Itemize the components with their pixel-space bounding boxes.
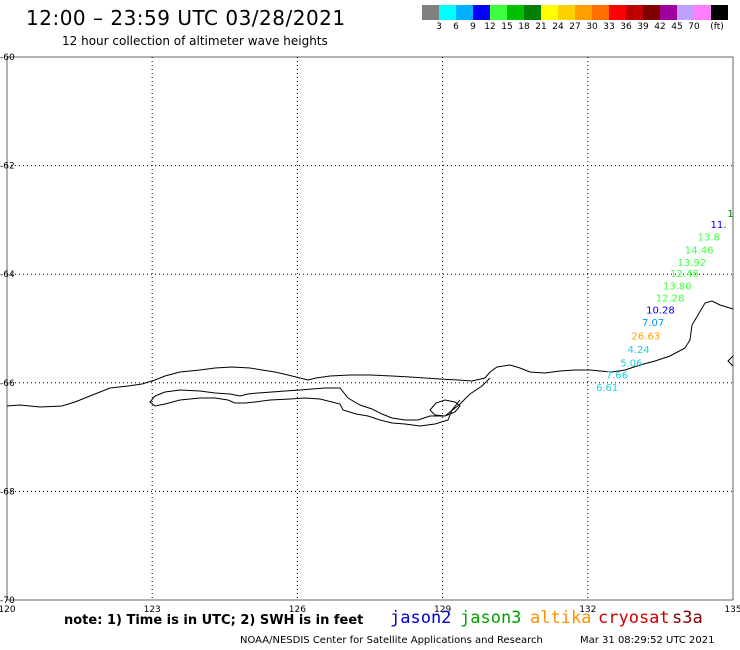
wave-height-label: 26.63 bbox=[632, 331, 661, 342]
map-frame bbox=[6, 56, 734, 601]
lon-tick-label: 126 bbox=[289, 605, 306, 615]
lat-tick-label: -64 bbox=[0, 270, 15, 280]
colorbar-swatch bbox=[592, 5, 609, 20]
lat-tick-label: -62 bbox=[0, 162, 15, 172]
colorbar-swatch bbox=[524, 5, 541, 20]
colorbar-swatch bbox=[422, 5, 439, 20]
satellite-legend-item: s3a bbox=[672, 608, 703, 628]
lon-tick-label: 135 bbox=[724, 605, 740, 615]
colorbar-labels: 3 6 9 12 15 18 21 24 27 30 33 36 39 42 45 70 (ft) bbox=[422, 22, 740, 34]
lat-tick-label: -68 bbox=[0, 487, 15, 497]
colorbar-label: 3 bbox=[436, 22, 442, 32]
colorbar-label: 9 bbox=[470, 22, 476, 32]
wave-height-label: 6.61 bbox=[596, 383, 618, 394]
lon-tick-label: 132 bbox=[579, 605, 596, 615]
satellite-legend-item: altika bbox=[530, 608, 592, 628]
credit-text: NOAA/NESDIS Center for Satellite Applica… bbox=[240, 635, 543, 646]
wave-height-label: 7.66 bbox=[606, 370, 628, 381]
colorbar-label: 18 bbox=[518, 22, 530, 32]
colorbar-swatch bbox=[677, 5, 694, 20]
colorbar-swatch bbox=[609, 5, 626, 20]
colorbar-label: 39 bbox=[637, 22, 649, 32]
colorbar-swatch bbox=[643, 5, 660, 20]
colorbar-swatch bbox=[439, 5, 456, 20]
colorbar-swatch bbox=[541, 5, 558, 20]
colorbar-label: 27 bbox=[569, 22, 581, 32]
lon-tick-label: 129 bbox=[434, 605, 451, 615]
satellite-legend-item: cryosat bbox=[598, 608, 670, 628]
colorbar-label: (ft) bbox=[710, 22, 724, 32]
colorbar-label: 6 bbox=[453, 22, 459, 32]
colorbar-swatch bbox=[660, 5, 677, 20]
colorbar-swatch bbox=[694, 5, 711, 20]
colorbar-label: 70 bbox=[688, 22, 700, 32]
colorbar-label: 12 bbox=[484, 22, 496, 32]
wave-height-label: 7.07 bbox=[642, 318, 664, 329]
colorbar-label: 33 bbox=[603, 22, 615, 32]
colorbar-label: 30 bbox=[586, 22, 598, 32]
wave-height-label: 5.06 bbox=[620, 359, 642, 370]
colorbar-swatch bbox=[711, 5, 728, 20]
colorbar-label: 36 bbox=[620, 22, 632, 32]
credit-timestamp: Mar 31 08:29:52 UTC 2021 bbox=[580, 635, 715, 646]
colorbar-swatch bbox=[473, 5, 490, 20]
lon-tick-label: 120 bbox=[0, 605, 16, 615]
wave-height-label: 12.48 bbox=[670, 269, 699, 280]
wave-height-label: 11. bbox=[711, 220, 727, 231]
lon-tick-label: 123 bbox=[144, 605, 161, 615]
wave-height-label: 14.46 bbox=[685, 246, 714, 257]
map-subtitle: 12 hour collection of altimeter wave hei… bbox=[62, 34, 328, 48]
colorbar-swatch bbox=[490, 5, 507, 20]
footer-note: note: 1) Time is in UTC; 2) SWH is in fe… bbox=[64, 613, 364, 628]
wave-height-label: 4.24 bbox=[627, 345, 649, 356]
wave-height-label: 10.28 bbox=[646, 305, 675, 316]
colorbar-swatch bbox=[626, 5, 643, 20]
colorbar-swatch bbox=[558, 5, 575, 20]
wave-height-label: 13.8 bbox=[698, 233, 720, 244]
lat-tick-label: -66 bbox=[0, 379, 15, 389]
colorbar-label: 24 bbox=[552, 22, 564, 32]
colorbar-label: 42 bbox=[654, 22, 666, 32]
wave-height-label: 12.28 bbox=[656, 293, 685, 304]
colorbar-label: 21 bbox=[535, 22, 547, 32]
wave-height-label: 1 bbox=[727, 209, 733, 220]
wave-height-label: 13.92 bbox=[678, 258, 707, 269]
satellite-legend-item: jason2 bbox=[390, 608, 452, 628]
lat-tick-label: -60 bbox=[0, 53, 15, 63]
map-title: 12:00 – 23:59 UTC 03/28/2021 bbox=[26, 6, 346, 30]
colorbar-swatch bbox=[575, 5, 592, 20]
lat-tick-label: -70 bbox=[0, 596, 15, 606]
satellite-legend-item: jason3 bbox=[460, 608, 522, 628]
coastline bbox=[6, 300, 734, 427]
wave-height-colorbar bbox=[422, 5, 728, 20]
colorbar-swatch bbox=[456, 5, 473, 20]
colorbar-swatch bbox=[507, 5, 524, 20]
colorbar-label: 45 bbox=[671, 22, 683, 32]
wave-height-label: 13.80 bbox=[663, 281, 692, 292]
colorbar-label: 15 bbox=[501, 22, 513, 32]
